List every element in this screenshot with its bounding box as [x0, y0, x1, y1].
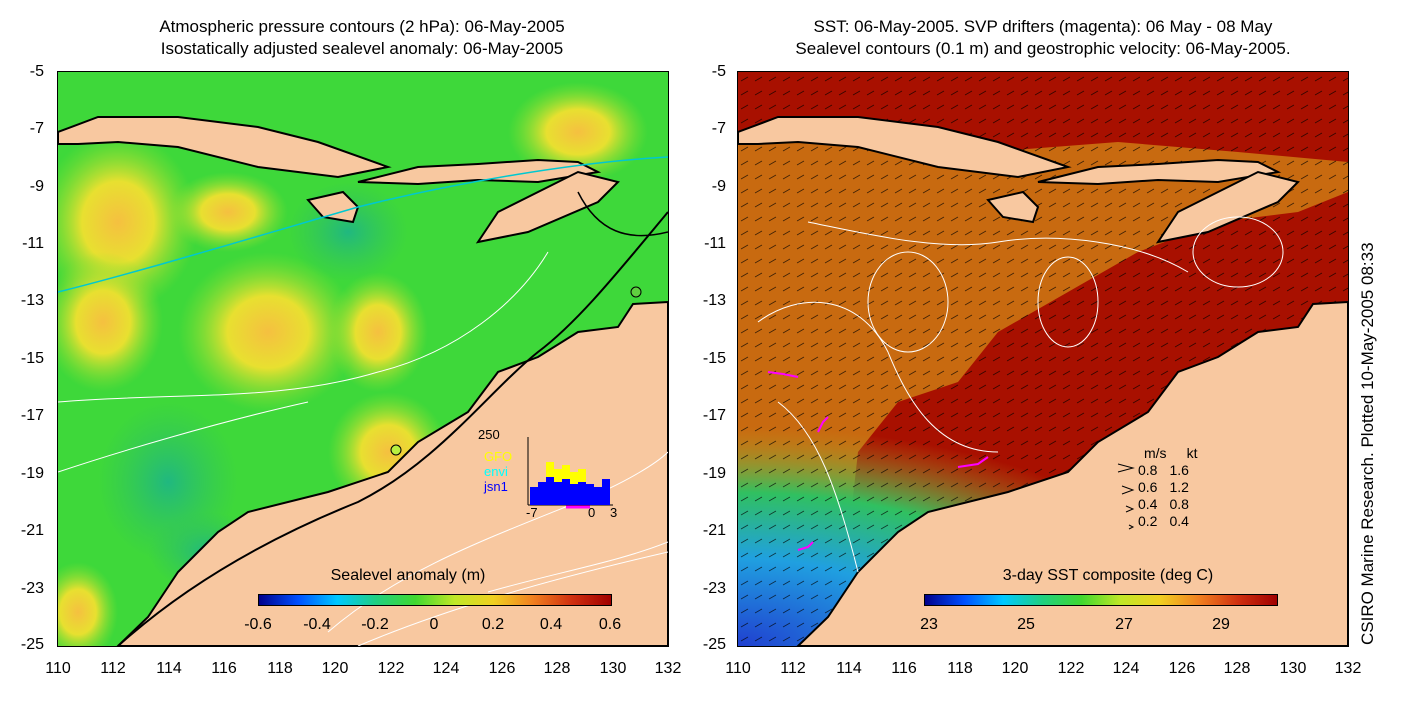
x-tick: 126 — [488, 660, 516, 677]
y-tick: -13 — [20, 292, 44, 309]
right-title-line1: SST: 06-May-2005. SVP drifters (magenta)… — [813, 17, 1273, 36]
sealevel-colorbar-tick: 0.6 — [598, 616, 622, 633]
y-tick: -15 — [702, 350, 726, 367]
left-title-line2: Isostatically adjusted sealevel anomaly:… — [160, 39, 564, 58]
velocity-kt: 0.8 — [1169, 496, 1189, 512]
drifter-track — [957, 456, 989, 468]
velocity-ms: 0.6 — [1138, 479, 1158, 495]
drifter-track — [797, 541, 814, 551]
y-tick: -23 — [702, 580, 726, 597]
y-tick: -17 — [702, 407, 726, 424]
sealevel-colorbar-tick: 0.2 — [481, 616, 505, 633]
x-tick: 120 — [321, 660, 349, 677]
sealevel-colorbar-tick: 0.4 — [539, 616, 563, 633]
side-caption: CSIRO Marine Research. Plotted 10-May-20… — [1358, 242, 1377, 645]
sst-colorbar-tick: 23 — [920, 616, 938, 633]
x-tick: 128 — [1223, 660, 1251, 677]
x-tick: 122 — [377, 660, 405, 677]
sst-map: m/s kt 0.8 1.6 0.6 1.2 0.4 0.8 0.2 0.4 3-day… — [737, 71, 1349, 647]
velocity-ms: 0.4 — [1138, 496, 1158, 512]
inset-xtick: 3 — [610, 505, 618, 520]
x-tick: 112 — [780, 660, 806, 677]
sealevel-colorbar — [258, 594, 612, 606]
velocity-arrow-icon — [1125, 505, 1135, 513]
x-tick: 124 — [1112, 660, 1140, 677]
sst-colorbar-tick: 27 — [1115, 616, 1133, 633]
sealevel-colorbar-tick: -0.2 — [361, 616, 389, 633]
right-title-line2: Sealevel contours (0.1 m) and geostrophi… — [795, 39, 1291, 58]
y-tick: -19 — [20, 465, 44, 482]
y-tick: -19 — [702, 465, 726, 482]
x-tick: 122 — [1057, 660, 1085, 677]
x-tick: 126 — [1168, 660, 1196, 677]
x-tick: 114 — [156, 660, 182, 677]
y-tick: -21 — [702, 522, 726, 539]
y-tick: -11 — [22, 235, 44, 252]
velocity-arrow-icon — [1128, 524, 1135, 530]
y-tick: -9 — [711, 178, 726, 195]
sealevel-colorbar-label: Sealevel anomaly (m) — [330, 567, 486, 584]
velocity-kt: 0.4 — [1169, 513, 1189, 529]
x-tick: 132 — [1334, 660, 1362, 677]
y-tick: -25 — [20, 636, 44, 653]
left-title-line1: Atmospheric pressure contours (2 hPa): 0… — [159, 17, 565, 36]
velocity-kt: 1.2 — [1169, 479, 1189, 495]
inset-legend-envi: envi — [484, 464, 508, 479]
y-tick: -13 — [702, 292, 726, 309]
drifter-track — [767, 371, 799, 378]
y-tick: -5 — [29, 63, 44, 80]
y-tick: -17 — [20, 407, 44, 424]
velocity-kt: 1.6 — [1169, 462, 1189, 478]
x-tick: 132 — [654, 660, 682, 677]
velocity-arrow-icon — [1121, 485, 1135, 495]
inset-xtick: 0 — [588, 505, 596, 520]
sst-colorbar-tick: 25 — [1017, 616, 1035, 633]
sst-colorbar — [924, 594, 1278, 606]
sst-canvas — [738, 72, 1348, 646]
x-tick: 112 — [100, 660, 126, 677]
x-tick: 110 — [45, 660, 71, 677]
altimeter-inset: 250 GFO envi jsn1 -7 0 3 — [478, 427, 628, 522]
inset-legend-gfo: GFO — [484, 449, 513, 464]
x-tick: 124 — [432, 660, 460, 677]
inset-xtick: -7 — [526, 505, 538, 520]
sst-colorbar-tick: 29 — [1212, 616, 1230, 633]
velocity-arrow-icon — [1117, 463, 1135, 473]
sealevel-anomaly-map: 250 GFO envi jsn1 -7 0 3 Sealev — [57, 71, 669, 647]
x-tick: 120 — [1001, 660, 1029, 677]
velocity-legend-header-kt: kt — [1186, 445, 1198, 461]
inset-ymax-label: 250 — [478, 427, 500, 442]
velocity-ms: 0.8 — [1138, 462, 1158, 478]
drifter-track — [817, 416, 829, 433]
tide-gauge-marker — [630, 286, 642, 298]
tide-gauge-marker — [390, 444, 402, 456]
y-tick: -25 — [702, 636, 726, 653]
x-tick: 116 — [891, 660, 917, 677]
sealevel-colorbar-tick: -0.4 — [303, 616, 331, 633]
velocity-legend: m/s kt 0.8 1.6 0.6 1.2 0.4 0.8 0.2 0.4 — [1138, 445, 1197, 530]
x-tick: 114 — [836, 660, 862, 677]
velocity-ms: 0.2 — [1138, 513, 1158, 529]
velocity-legend-header-ms: m/s — [1144, 445, 1167, 461]
inset-legend-jsn1: jsn1 — [484, 479, 508, 494]
x-tick: 130 — [599, 660, 627, 677]
y-tick: -15 — [20, 350, 44, 367]
y-tick: -9 — [29, 178, 44, 195]
x-tick: 128 — [543, 660, 571, 677]
y-tick: -7 — [711, 120, 726, 137]
y-tick: -11 — [704, 235, 726, 252]
y-tick: -23 — [20, 580, 44, 597]
sealevel-colorbar-tick: 0 — [429, 616, 439, 633]
x-tick: 116 — [211, 660, 237, 677]
x-tick: 130 — [1279, 660, 1307, 677]
y-tick: -5 — [711, 63, 726, 80]
x-tick: 118 — [947, 660, 973, 677]
sst-colorbar-label: 3-day SST composite (deg C) — [1002, 567, 1214, 584]
x-tick: 118 — [267, 660, 293, 677]
x-tick: 110 — [725, 660, 751, 677]
y-tick: -21 — [20, 522, 44, 539]
y-tick: -7 — [29, 120, 44, 137]
sealevel-anomaly-canvas — [58, 72, 668, 646]
sealevel-colorbar-tick: -0.6 — [244, 616, 272, 633]
